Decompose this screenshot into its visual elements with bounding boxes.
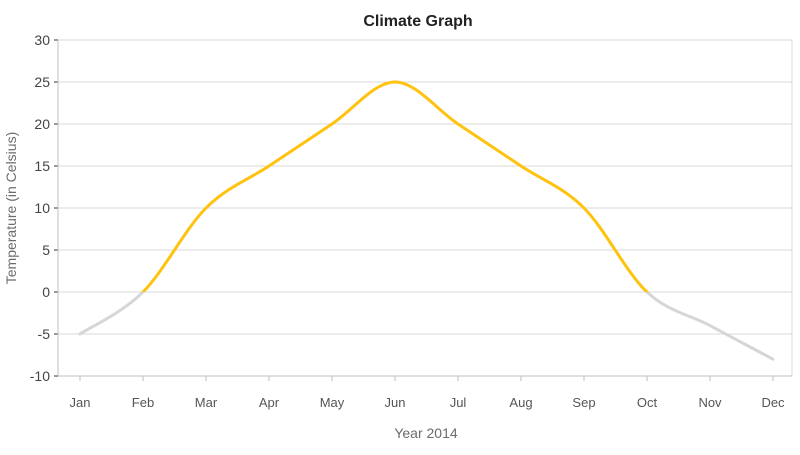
x-tick-label: Oct: [637, 395, 658, 410]
y-tick-label: 10: [34, 200, 50, 216]
x-tick-label: Mar: [195, 395, 218, 410]
grid-lines: [58, 39, 792, 377]
y-tick-label: -5: [38, 326, 51, 342]
axes: [54, 39, 793, 381]
x-tick-label: Jun: [385, 395, 406, 410]
x-tick-label: Jul: [450, 395, 467, 410]
x-axis-title: Year 2014: [394, 425, 458, 441]
x-tick-label: Aug: [509, 395, 532, 410]
x-tick-labels: Jan Feb Mar Apr May Jun Jul Aug Sep Oct Nov Dec: [70, 395, 786, 410]
series-line-below-zero: [78, 292, 775, 361]
series-temperature: [78, 80, 775, 361]
y-tick-label: 25: [34, 74, 50, 90]
x-tick-label: Dec: [761, 395, 785, 410]
x-tick-label: Apr: [259, 395, 280, 410]
y-axis-title: Temperature (in Celsius): [3, 132, 19, 285]
x-tick-label: May: [320, 395, 345, 410]
y-tick-label: 15: [34, 158, 50, 174]
series-line-above-zero: [140, 80, 650, 292]
x-tick-label: Sep: [572, 395, 595, 410]
y-tick-label: 0: [42, 284, 50, 300]
x-tick-label: Jan: [70, 395, 91, 410]
y-tick-label: 30: [34, 32, 50, 48]
chart-title: Climate Graph: [363, 13, 472, 30]
y-tick-labels: -10 -5 0 5 10 15 20 25 30: [30, 32, 50, 384]
y-tick-label: 5: [42, 242, 50, 258]
y-tick-label: 20: [34, 116, 50, 132]
x-tick-label: Nov: [698, 395, 722, 410]
y-tick-label: -10: [30, 368, 50, 384]
x-tick-label: Feb: [132, 395, 154, 410]
